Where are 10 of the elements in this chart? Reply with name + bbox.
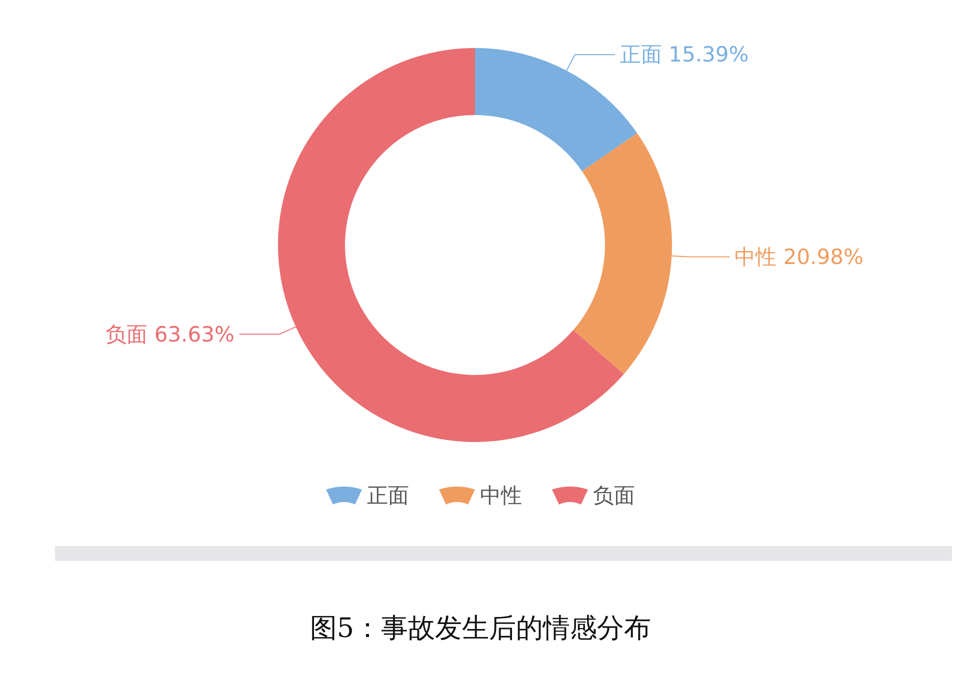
data-label: 15.39% [668, 42, 749, 67]
slice-label: 中性 [734, 244, 777, 269]
slice-label: 正面 [620, 42, 662, 67]
legend-label: 正面 [367, 484, 409, 508]
legend-label: 中性 [480, 484, 522, 508]
slice-label: 负面 [106, 322, 148, 346]
data-label: 20.98% [783, 244, 864, 269]
legend-label: 负面 [593, 484, 635, 508]
text: 图5：事故发生后的情感分布 [310, 613, 652, 644]
data-label: 63.63% [154, 322, 234, 346]
